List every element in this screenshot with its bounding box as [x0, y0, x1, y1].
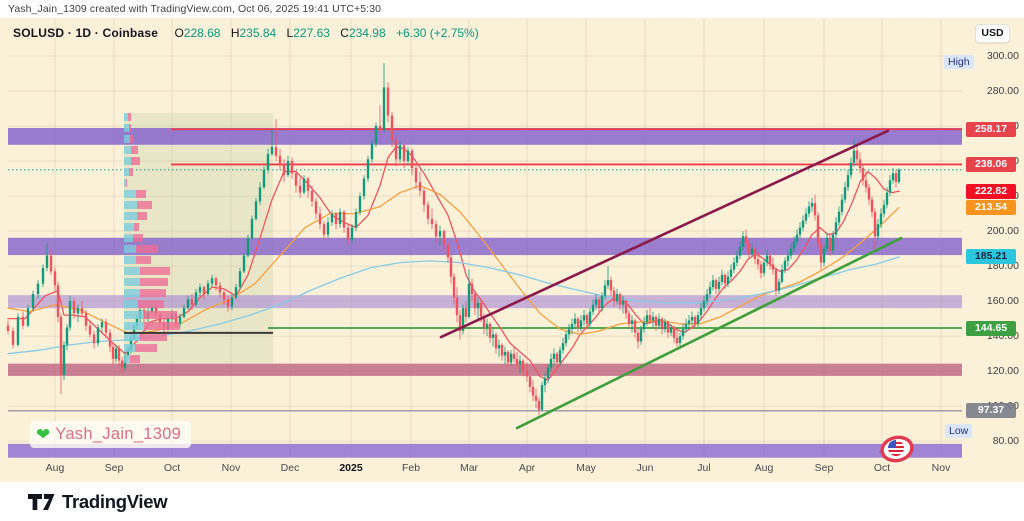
time-tick-2025: 2025	[339, 462, 363, 474]
zone-bottom	[8, 443, 962, 458]
green-heart-icon: ❤	[36, 424, 51, 444]
close-value: 234.98	[348, 26, 386, 40]
time-tick-Jun: Jun	[636, 462, 654, 474]
time-axis[interactable]: Aug Sep Oct Nov Dec 2025 Feb Mar Apr May Jun Jul Aug…	[0, 458, 963, 482]
price-level-badge-144.65: 144.65	[966, 320, 1016, 336]
price-tick-200.00: 200.00	[986, 225, 1019, 238]
range-low-label: Low	[945, 424, 973, 438]
price-level-badge-97.37: 97.37	[966, 403, 1016, 419]
currency-toggle-button[interactable]: USD	[975, 24, 1010, 43]
time-tick-Aug: Aug	[45, 462, 65, 474]
author-name: Yash_Jain_1309	[55, 425, 182, 443]
price-level-badge-238.06: 238.06	[966, 156, 1016, 172]
trendlines[interactable]	[439, 129, 903, 430]
high-label: H	[230, 26, 240, 40]
attribution-text: Yash_Jain_1309 created with TradingView.…	[8, 3, 382, 15]
supply-zone-upper	[8, 127, 962, 145]
high-value: 235.84	[239, 26, 277, 40]
time-tick-Nov: Nov	[221, 462, 241, 474]
price-tick-300.00: 300.00	[986, 50, 1019, 62]
change-value: +6.30 (+2.75%)	[396, 26, 479, 40]
price-level-badge-213.54: 213.54	[966, 199, 1016, 215]
close-label: C	[340, 26, 349, 40]
price-level-badge-258.17: 258.17	[966, 121, 1016, 137]
range-high-label: High	[944, 55, 974, 69]
zone-120s	[8, 363, 962, 376]
flag-ball-sticker-icon[interactable]	[879, 435, 914, 464]
time-tick-May: May	[576, 462, 596, 474]
zone-190s	[8, 237, 962, 256]
price-axis[interactable]: 300.00280.00260.00240.00220.00200.00180.…	[963, 18, 1024, 464]
volume-profile	[124, 113, 273, 364]
time-tick-Jul: Jul	[697, 462, 711, 474]
price-level-badge-222.82: 222.82	[966, 183, 1016, 199]
time-tick-Sep: Sep	[814, 462, 834, 474]
author-watermark: ❤ Yash_Jain_1309	[30, 421, 192, 448]
candles-layer	[6, 63, 901, 415]
chart-canvas[interactable]	[0, 18, 1024, 482]
time-tick-Sep: Sep	[104, 462, 124, 474]
symbol-title[interactable]: SOLUSD · 1D · Coinbase	[13, 26, 159, 40]
low-label: L	[286, 26, 294, 40]
price-level-lines[interactable]	[8, 128, 962, 412]
symbol-legend[interactable]: SOLUSD · 1D · Coinbase O228.68 H235.84 L…	[13, 26, 479, 40]
price-tick-280.00: 280.00	[986, 85, 1019, 98]
time-tick-Aug: Aug	[754, 462, 774, 474]
time-tick-Mar: Mar	[459, 462, 479, 474]
price-zones[interactable]	[8, 127, 962, 458]
footer-bar: TradingView	[0, 482, 1024, 521]
price-tick-80.00: 80.00	[992, 435, 1019, 448]
price-tick-120.00: 120.00	[986, 365, 1019, 378]
price-tick-160.00: 160.00	[986, 295, 1019, 308]
time-tick-Apr: Apr	[518, 462, 536, 474]
attribution-bar: Yash_Jain_1309 created with TradingView.…	[0, 0, 1024, 18]
open-value: 228.68	[183, 26, 221, 40]
price-level-badge-185.21: 185.21	[966, 249, 1016, 265]
time-tick-Nov: Nov	[931, 462, 951, 474]
tradingview-logo[interactable]: TradingView	[28, 491, 168, 513]
brand-text: TradingView	[62, 491, 168, 512]
time-tick-Oct: Oct	[873, 462, 891, 474]
time-tick-Dec: Dec	[280, 462, 300, 474]
time-tick-Feb: Feb	[401, 462, 421, 474]
zone-160s	[8, 295, 962, 309]
time-tick-Oct: Oct	[163, 462, 181, 474]
chart-region: SOLUSD · 1D · Coinbase O228.68 H235.84 L…	[0, 18, 1024, 482]
ascending-resistance	[439, 129, 890, 339]
tradingview-logo-icon	[28, 493, 55, 510]
open-label: O	[174, 26, 184, 40]
low-value: 227.63	[293, 26, 330, 40]
ascending-support	[515, 236, 903, 430]
